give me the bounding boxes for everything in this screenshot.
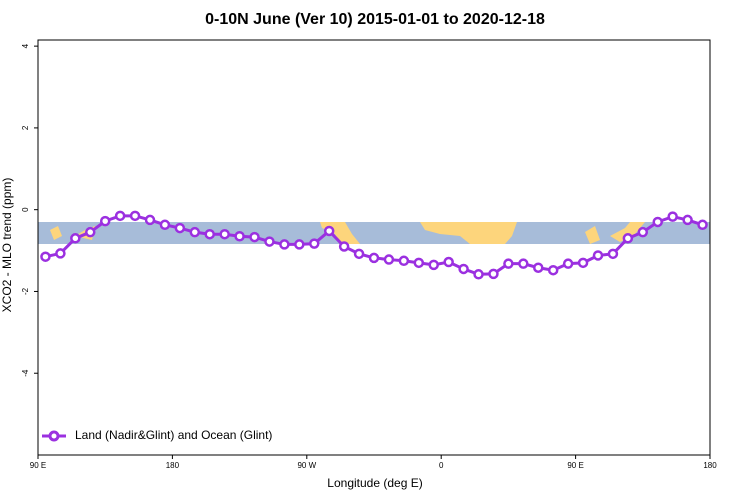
point bbox=[174, 222, 186, 234]
point bbox=[383, 254, 395, 265]
point bbox=[368, 252, 380, 264]
point bbox=[189, 226, 201, 238]
point bbox=[413, 257, 425, 269]
point bbox=[129, 210, 141, 222]
point bbox=[697, 219, 708, 231]
point bbox=[562, 258, 574, 269]
point bbox=[503, 258, 514, 269]
point bbox=[70, 233, 81, 244]
point bbox=[398, 255, 410, 267]
legend-marker bbox=[48, 430, 60, 442]
plot-frame bbox=[37, 39, 711, 456]
point bbox=[294, 239, 305, 250]
chart-title: 0-10N June (Ver 10) 2015-01-01 to 2020-1… bbox=[205, 11, 545, 28]
point bbox=[488, 268, 499, 280]
x-axis-label: Longitude (deg E) bbox=[327, 476, 422, 490]
legend-label: Land (Nadir&Glint) and Ocean (Glint) bbox=[75, 428, 272, 442]
point bbox=[40, 251, 51, 262]
y-axis-label: XCO2 - MLO trend (ppm) bbox=[0, 178, 14, 313]
x-tick-label: 180 bbox=[703, 461, 717, 470]
point bbox=[682, 214, 693, 226]
point bbox=[652, 216, 663, 228]
point bbox=[667, 211, 678, 222]
point bbox=[443, 256, 454, 268]
x-tick-label: 90 E bbox=[30, 461, 46, 470]
point bbox=[309, 238, 320, 249]
point bbox=[547, 264, 559, 276]
point bbox=[114, 210, 126, 222]
point bbox=[458, 263, 469, 275]
point bbox=[473, 269, 484, 280]
point bbox=[234, 231, 245, 242]
point bbox=[279, 239, 290, 250]
point bbox=[264, 236, 275, 247]
point bbox=[99, 215, 111, 227]
y-tick-label: 4 bbox=[21, 43, 30, 48]
point bbox=[577, 257, 589, 269]
point bbox=[85, 226, 96, 238]
x-tick-label: 180 bbox=[166, 461, 180, 470]
point bbox=[592, 250, 604, 261]
y-tick-label: 0 bbox=[21, 207, 30, 212]
point bbox=[55, 248, 66, 259]
y-tick-label: 2 bbox=[21, 125, 30, 130]
point bbox=[323, 225, 335, 237]
x-tick-label: 0 bbox=[439, 461, 444, 470]
x-tick-label: 90 W bbox=[297, 461, 316, 470]
point bbox=[428, 259, 439, 271]
x-tick-label: 90 E bbox=[567, 461, 583, 470]
point bbox=[249, 231, 260, 243]
point bbox=[338, 241, 350, 252]
y-tick-label: -4 bbox=[21, 369, 30, 377]
point bbox=[637, 226, 649, 238]
point bbox=[518, 258, 529, 269]
point bbox=[219, 228, 230, 240]
point bbox=[204, 228, 215, 240]
y-tick-label: -2 bbox=[21, 287, 30, 295]
point bbox=[159, 219, 171, 231]
point bbox=[353, 248, 365, 260]
point bbox=[144, 214, 156, 226]
legend: Land (Nadir&Glint) and Ocean (Glint) bbox=[42, 428, 272, 442]
map-band bbox=[38, 222, 710, 244]
point bbox=[607, 248, 619, 260]
point bbox=[533, 262, 544, 273]
point bbox=[622, 233, 634, 244]
